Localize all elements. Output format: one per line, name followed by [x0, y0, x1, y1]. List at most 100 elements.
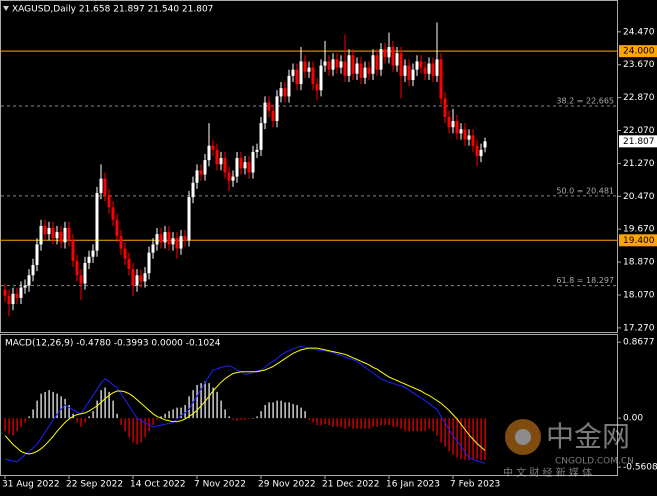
histogram-bar — [384, 418, 386, 426]
candle-body — [183, 236, 187, 241]
y-tick-label: 24.470 — [623, 27, 655, 37]
candle-body — [387, 47, 391, 58]
candle-body — [207, 145, 211, 161]
y-tick-label: 22.870 — [623, 93, 655, 103]
candle-body — [143, 273, 147, 282]
candle-body — [191, 182, 195, 198]
histogram-bar — [108, 391, 110, 419]
histogram-bar — [32, 409, 34, 419]
candle-body — [59, 232, 63, 243]
candle-body — [239, 158, 243, 169]
fib-label: 38.2 = 22.665 — [556, 97, 614, 106]
histogram-bar — [252, 418, 254, 419]
histogram-bar — [284, 402, 286, 419]
histogram-bar — [288, 402, 290, 419]
candle-body — [363, 67, 367, 78]
histogram-bar — [420, 418, 422, 432]
price-label-box — [619, 135, 657, 148]
candle-body — [263, 102, 267, 124]
candle-body — [27, 275, 31, 286]
candle-body — [63, 227, 67, 243]
candle-body — [55, 232, 59, 239]
histogram-bar — [92, 411, 94, 419]
candle-body — [203, 160, 207, 175]
histogram-bar — [220, 400, 222, 419]
candle-body — [19, 287, 23, 298]
histogram-bar — [104, 387, 106, 419]
fib-label: 61.8 = 18.297 — [556, 276, 614, 285]
candle-body — [167, 232, 171, 245]
candle-body — [79, 275, 83, 284]
candle-body — [359, 63, 363, 78]
histogram-bar — [396, 418, 398, 427]
histogram-bar — [132, 418, 134, 443]
candle-body — [171, 238, 175, 245]
histogram-bar — [444, 418, 446, 447]
histogram-bar — [24, 418, 26, 423]
histogram-bar — [248, 418, 250, 419]
histogram-bar — [152, 418, 154, 426]
y-tick-label: 20.470 — [623, 192, 655, 202]
candle-body — [327, 61, 331, 70]
price-label: 21.807 — [623, 137, 655, 147]
histogram-bar — [308, 418, 310, 420]
histogram-bar — [468, 418, 470, 461]
chart-title: XAGUSD,Daily 21.658 21.897 21.540 21.807 — [12, 5, 213, 15]
histogram-bar — [20, 418, 22, 427]
histogram-bar — [212, 387, 214, 419]
histogram-bar — [256, 416, 258, 419]
candle-body — [255, 149, 259, 152]
candle-body — [227, 172, 231, 181]
candle-body — [471, 135, 475, 146]
histogram-bar — [156, 418, 158, 420]
candle-body — [283, 88, 287, 97]
histogram-bar — [424, 418, 426, 432]
candle-body — [291, 69, 295, 76]
x-tick-label: 31 Aug 2022 — [2, 480, 60, 490]
histogram-bar — [16, 418, 18, 432]
candle-body — [311, 67, 315, 85]
candle-body — [383, 49, 387, 58]
histogram-bar — [200, 383, 202, 419]
histogram-bar — [372, 418, 374, 427]
watermark-site: CNGOLD.COM.CN — [555, 457, 634, 467]
histogram-bar — [84, 418, 86, 423]
histogram-bar — [484, 418, 486, 461]
histogram-bar — [184, 405, 186, 419]
histogram-bar — [180, 407, 182, 419]
candle-body — [31, 264, 35, 276]
candle-body — [95, 193, 99, 251]
histogram-bar — [236, 418, 238, 421]
candle-body — [43, 225, 47, 235]
histogram-bar — [300, 407, 302, 419]
candle-body — [339, 61, 343, 68]
histogram-bar — [96, 400, 98, 419]
candle-body — [251, 151, 255, 173]
candle-body — [419, 61, 423, 68]
histogram-bar — [480, 418, 482, 461]
histogram-bar — [404, 418, 406, 432]
candle-body — [51, 227, 55, 239]
histogram-bar — [412, 418, 414, 432]
candle-body — [235, 158, 239, 177]
candle-body — [347, 55, 351, 76]
histogram-bar — [164, 413, 166, 419]
histogram-bar — [276, 400, 278, 419]
histogram-bar — [40, 393, 42, 419]
watermark-slogan: 中 文 财 经 新 媒 体 — [503, 466, 592, 479]
histogram-bar — [388, 418, 390, 426]
histogram-bar — [28, 416, 30, 419]
candle-body — [243, 162, 247, 169]
candle-body — [271, 110, 275, 122]
candle-body — [75, 260, 79, 276]
macd-pane-frame — [0, 334, 618, 476]
histogram-bar — [196, 384, 198, 419]
histogram-bar — [12, 418, 14, 436]
candle-body — [299, 61, 303, 85]
candle-body — [323, 61, 327, 66]
candle-body — [463, 129, 467, 140]
histogram-bar — [216, 391, 218, 419]
level-label: 19.400 — [623, 236, 655, 246]
